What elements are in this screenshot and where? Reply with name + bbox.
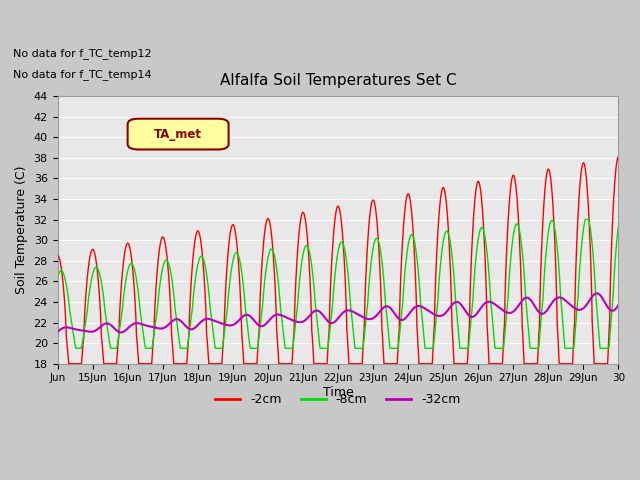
-8cm <box>410 237 418 242</box>
-32cm <box>495 305 503 311</box>
-8cm <box>495 346 503 351</box>
-8cm <box>582 216 589 222</box>
-2cm <box>495 361 503 367</box>
FancyBboxPatch shape <box>127 119 228 149</box>
-32cm <box>460 305 467 311</box>
-32cm <box>529 300 537 306</box>
-32cm <box>609 308 616 313</box>
-8cm <box>609 300 616 306</box>
-2cm <box>614 154 622 159</box>
-2cm <box>169 344 177 349</box>
-2cm <box>460 361 467 367</box>
Text: TA_met: TA_met <box>154 128 202 141</box>
-32cm <box>614 302 622 308</box>
-32cm <box>117 330 125 336</box>
-8cm <box>72 346 80 351</box>
-8cm <box>460 346 467 351</box>
-2cm <box>529 361 537 367</box>
-2cm <box>65 361 72 367</box>
-2cm <box>609 225 616 230</box>
-32cm <box>169 318 177 324</box>
Text: No data for f_TC_temp14: No data for f_TC_temp14 <box>13 69 151 80</box>
-32cm <box>410 305 418 311</box>
-32cm <box>593 290 601 296</box>
-8cm <box>54 275 61 280</box>
Line: -8cm: -8cm <box>58 219 618 348</box>
Y-axis label: Soil Temperature (C): Soil Temperature (C) <box>15 166 28 294</box>
-8cm <box>169 281 177 287</box>
-8cm <box>529 346 537 351</box>
X-axis label: Time: Time <box>323 386 353 399</box>
-32cm <box>54 329 61 335</box>
Text: No data for f_TC_temp12: No data for f_TC_temp12 <box>13 48 151 59</box>
Legend: -2cm, -8cm, -32cm: -2cm, -8cm, -32cm <box>211 388 465 411</box>
Line: -2cm: -2cm <box>58 156 618 364</box>
-2cm <box>410 242 418 248</box>
Line: -32cm: -32cm <box>58 293 618 333</box>
-8cm <box>614 223 622 229</box>
Title: Alfalfa Soil Temperatures Set C: Alfalfa Soil Temperatures Set C <box>220 73 456 88</box>
-2cm <box>54 252 61 258</box>
